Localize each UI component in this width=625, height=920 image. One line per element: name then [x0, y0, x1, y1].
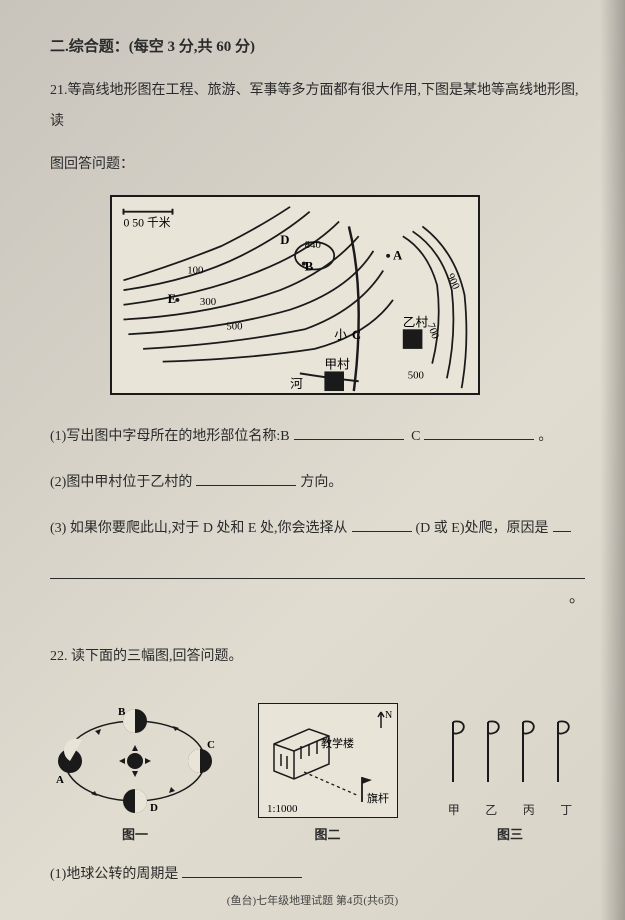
fig3: 甲 乙 丙 丁 图三 [435, 707, 585, 843]
north-label: N [385, 710, 392, 721]
q21-prompt-line1: 21.等高线地形图在工程、旅游、军事等多方面都有很大作用,下图是某地等高线地形图… [50, 76, 585, 138]
contour-840: 840 [305, 239, 321, 251]
q21-sub1-pre: (1)写出图中字母所在的地形部位名称:B [50, 429, 290, 444]
fig1-a: A [56, 774, 64, 786]
fig3-l2: 丙 [523, 801, 535, 818]
fig3-labels: 甲 乙 丙 丁 [435, 801, 585, 818]
building-label: 教学楼 [321, 736, 354, 750]
fig1-label: 图一 [50, 824, 220, 843]
fig3-l0: 甲 [448, 801, 460, 818]
scale-label: 1:1000 [267, 803, 298, 815]
fig3-l3: 丁 [560, 801, 572, 818]
contour-map: 0 50 千米 100 300 500 840 700 900 500 A B … [110, 195, 480, 395]
fig1-b: B [118, 706, 126, 718]
point-a: A [393, 249, 403, 263]
fig3-label: 图三 [435, 824, 585, 843]
contour-500: 500 [226, 321, 242, 333]
section-title: 二.综合题：(每空 3 分,共 60 分) [50, 35, 585, 56]
hill-label: 小 [334, 328, 347, 342]
figures-row: A B C D 图一 N 教学楼 [50, 703, 585, 843]
point-b: B [305, 260, 314, 274]
q22-prompt: 22. 读下面的三幅图,回答问题。 [50, 642, 585, 673]
blank-b [294, 424, 404, 440]
q21-sub2: (2)图中甲村位于乙村的 方向。 [50, 466, 585, 500]
blank-reason-line [50, 561, 585, 579]
page-footer: (鱼台)七年级地理试题 第4页(共6页) [0, 892, 625, 908]
blank-reason-start [553, 516, 571, 532]
blank-de [352, 516, 412, 532]
q22-sub1-text: (1)地球公转的周期是 [50, 867, 178, 882]
fig2: N 教学楼 旗杆 1:1000 图二 [258, 703, 398, 843]
village-yi: 乙村 [403, 316, 429, 330]
fig3-l1: 乙 [485, 801, 497, 818]
contour-300: 300 [200, 296, 216, 308]
point-d: D [280, 233, 289, 247]
blank-direction [196, 470, 296, 486]
q21-prompt-line2: 图回答问题： [50, 150, 585, 181]
flag-label: 旗杆 [367, 791, 389, 805]
river-label: 河 [290, 377, 303, 391]
q21-sub1-c: C [411, 429, 420, 444]
q21-sub3-mid: (D 或 E)处爬，原因是 [416, 521, 549, 536]
q21-sub2-pre: (2)图中甲村位于乙村的 [50, 475, 192, 490]
q21-sub3: (3) 如果你要爬此山,对于 D 处和 E 处,你会选择从 (D 或 E)处爬，原… [50, 512, 585, 546]
page-shadow [600, 0, 625, 920]
blank-c [424, 424, 534, 440]
fig1-d: D [150, 802, 158, 814]
contour-100: 100 [187, 265, 203, 277]
point-e: E [168, 292, 177, 306]
q21-sub3-end: 。 [50, 583, 585, 607]
village-jia: 甲村 [324, 358, 350, 372]
fig1: A B C D 图一 [50, 703, 220, 843]
contour-500b: 500 [408, 370, 424, 382]
blank-period [182, 862, 302, 878]
fig1-c: C [207, 739, 215, 751]
punct: 。 [538, 429, 552, 444]
q21-sub1: (1)写出图中字母所在的地形部位名称:B C 。 [50, 420, 585, 454]
fig2-label: 图二 [258, 824, 398, 843]
point-c: C [352, 328, 361, 342]
q21-sub3-pre: (3) 如果你要爬此山,对于 D 处和 E 处,你会选择从 [50, 521, 348, 536]
map-scale: 0 50 千米 [124, 217, 171, 230]
q22-sub1: (1)地球公转的周期是 [50, 858, 585, 892]
q21-sub2-post: 方向。 [300, 475, 342, 490]
